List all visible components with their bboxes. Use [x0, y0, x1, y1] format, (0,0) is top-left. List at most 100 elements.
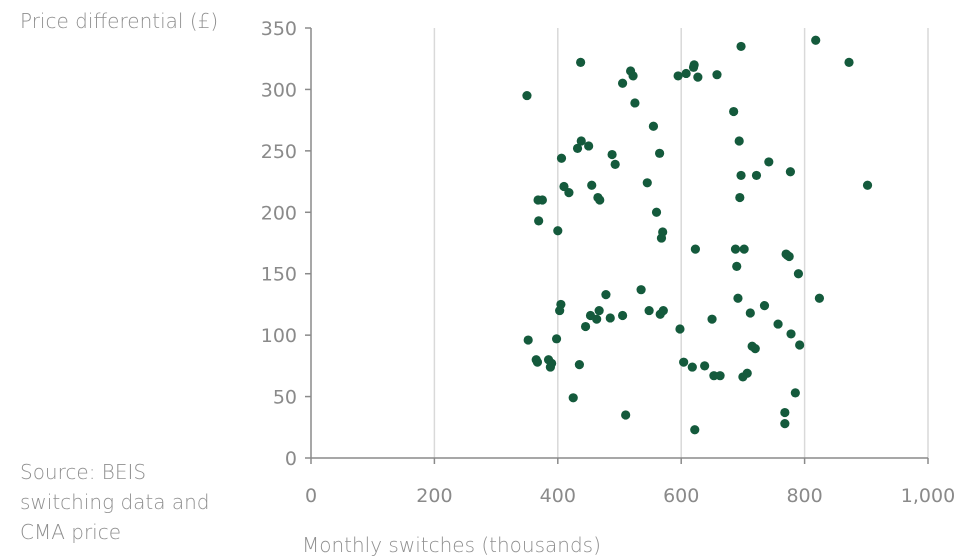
y-ticks: 0 50 100 150 200 250 300 350	[261, 18, 311, 470]
data-point	[750, 344, 760, 354]
data-point	[628, 71, 638, 81]
data-point	[580, 321, 591, 332]
data-point	[576, 136, 586, 146]
data-point	[793, 269, 804, 279]
data-points	[522, 35, 873, 435]
data-point	[732, 261, 742, 271]
gridlines	[433, 28, 929, 458]
data-point	[572, 143, 583, 153]
data-point	[712, 70, 722, 80]
data-point	[607, 149, 617, 160]
data-point	[556, 153, 567, 163]
x-tick-label: 1,000	[901, 485, 955, 507]
x-ticks: 0 200 400 600 800 1,000	[305, 458, 955, 507]
y-tick-label: 0	[285, 448, 297, 470]
source-note: Source: BEIS switching data and CMA pric…	[20, 460, 210, 544]
data-point	[551, 334, 562, 344]
data-point	[617, 310, 628, 321]
data-point	[707, 314, 717, 324]
data-point	[547, 358, 557, 368]
data-point	[785, 167, 796, 177]
data-point	[630, 98, 640, 108]
data-point	[587, 180, 597, 190]
data-point	[610, 159, 620, 169]
data-point	[733, 293, 743, 303]
y-tick-label: 100	[261, 325, 297, 347]
data-point	[759, 301, 770, 311]
data-point	[621, 410, 631, 420]
data-point	[636, 285, 646, 295]
data-point	[673, 71, 683, 81]
data-point	[780, 407, 790, 418]
data-point	[739, 244, 749, 254]
data-point	[601, 290, 611, 300]
data-point	[532, 357, 543, 367]
data-point	[773, 319, 783, 329]
data-point	[742, 368, 752, 378]
data-point	[795, 340, 805, 350]
data-point	[648, 121, 659, 131]
data-point	[730, 244, 741, 254]
data-point	[735, 192, 745, 203]
data-point	[584, 141, 594, 151]
data-point	[553, 226, 563, 236]
data-point	[844, 57, 854, 67]
data-point	[764, 157, 774, 167]
data-point	[687, 362, 697, 372]
data-point	[751, 170, 762, 181]
data-point	[689, 60, 699, 70]
data-point	[574, 360, 584, 370]
data-point	[522, 90, 532, 101]
axes	[310, 28, 928, 459]
data-point	[658, 305, 668, 316]
data-point	[559, 181, 569, 192]
data-point	[556, 299, 566, 310]
data-point	[658, 227, 668, 237]
data-point	[642, 178, 652, 188]
data-point	[690, 425, 700, 435]
data-point	[681, 68, 691, 79]
data-point	[679, 357, 689, 367]
data-point	[811, 35, 821, 45]
y-axis-label: Price differential (£)	[20, 9, 219, 33]
data-point	[568, 393, 578, 403]
data-point	[576, 57, 586, 67]
data-point	[734, 136, 744, 146]
x-tick-label: 600	[663, 485, 699, 507]
data-point	[617, 78, 628, 88]
data-point	[715, 371, 725, 381]
y-tick-label: 250	[261, 141, 297, 163]
data-point	[862, 180, 873, 190]
data-point	[786, 329, 796, 339]
data-point	[790, 388, 800, 398]
x-tick-label: 800	[786, 485, 822, 507]
data-point	[814, 293, 825, 303]
data-point	[592, 314, 602, 324]
data-point	[736, 41, 746, 52]
data-point	[564, 188, 574, 198]
y-tick-label: 350	[261, 18, 297, 40]
data-point	[675, 324, 685, 334]
data-point	[594, 305, 604, 316]
data-point	[595, 195, 605, 205]
x-tick-label: 200	[416, 485, 452, 507]
data-point	[780, 419, 790, 429]
x-tick-label: 0	[305, 485, 317, 507]
x-tick-label: 400	[540, 485, 576, 507]
data-point	[537, 195, 547, 205]
x-axis-label: Monthly switches (thousands)	[302, 533, 601, 557]
data-point	[745, 308, 755, 318]
data-point	[693, 72, 703, 82]
data-point	[605, 313, 615, 323]
data-point	[700, 361, 710, 371]
y-tick-label: 50	[273, 387, 297, 409]
data-point	[534, 216, 544, 226]
y-tick-label: 200	[261, 202, 297, 224]
y-tick-label: 150	[261, 264, 297, 286]
data-point	[651, 207, 662, 217]
data-point	[523, 335, 533, 345]
y-tick-label: 300	[261, 79, 297, 101]
data-point	[736, 170, 746, 181]
data-point	[729, 106, 739, 117]
